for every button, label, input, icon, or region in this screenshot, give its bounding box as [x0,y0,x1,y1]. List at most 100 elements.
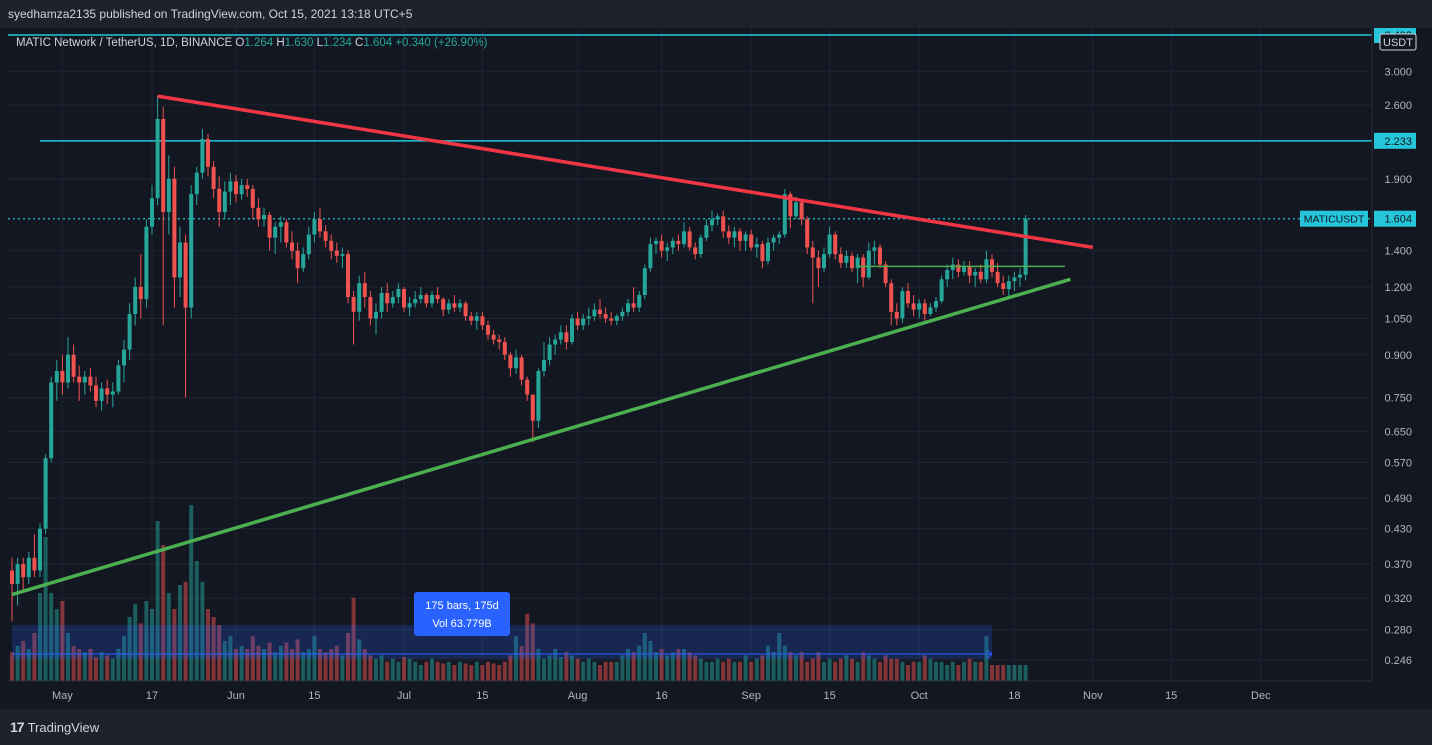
volume-bar [575,658,580,681]
volume-bar [133,604,138,681]
candle-body [704,225,709,238]
support-trendline [11,277,1071,597]
candle [754,237,759,258]
volume-bar [900,661,905,681]
volume-bar [474,661,479,681]
candle [54,360,59,401]
candle-body [542,360,546,372]
candle-body [990,259,994,272]
candle-body [570,318,574,343]
volume-bar [379,655,384,681]
volume-bar [973,661,978,681]
candle [211,160,216,199]
candle [71,344,76,383]
candle-body [592,309,597,317]
candlestick-chart[interactable]: 175 bars, 175d Vol 63.779B MATIC Network /… [0,28,1432,709]
candle [738,228,742,251]
candle [217,176,222,227]
candle-body [794,202,798,217]
candle-body [211,166,216,189]
candle [189,185,194,319]
candle [340,247,345,269]
volume-bar [150,609,154,681]
candle-body [10,570,14,584]
candle-body [228,181,233,192]
candle-body [200,139,205,173]
candle [267,212,272,251]
candle [150,185,154,235]
candle [329,234,334,260]
candle-body [726,231,731,238]
candle [390,290,395,308]
candle [413,290,418,308]
candle-body [222,191,227,213]
candle-body [60,371,65,383]
candle [312,212,317,243]
candle [458,299,462,312]
price-axis: 3.000 2.600 1.900 1.400 1.200 1.050 0.900 0.750… [1384,66,1412,667]
candle [474,311,479,330]
candle [642,264,647,300]
price-tick-label: 0.430 [1384,524,1412,536]
candle [306,226,311,260]
candle [385,283,390,312]
volume-bar [26,649,31,681]
volume-bar [250,636,255,681]
volume-bar [917,661,922,681]
volume-bar [183,581,188,681]
volume-bar [278,645,283,681]
price-tag-label: 2.233 [1384,136,1412,148]
candle [777,231,782,245]
legend-high-value: 1.630 [285,37,317,49]
candle [133,277,138,326]
volume-bar [390,658,395,681]
candle [116,360,121,395]
candle-body [519,357,524,380]
price-tick-label: 0.320 [1384,593,1412,605]
volume-bar [502,661,507,681]
candle [407,297,412,317]
volume-bar [878,661,882,681]
volume-bar [206,609,210,681]
candle-body [155,118,160,199]
time-tick-label: 15 [823,690,835,702]
candle-body [290,242,294,251]
volume-bar [553,649,558,681]
candle-body [984,259,989,280]
volume-bar [598,665,602,681]
volume-bar [334,645,339,681]
candle [665,242,670,262]
legend-symbol: MATIC Network / TetherUS, 1D, BINANCE [16,37,235,49]
candle [704,219,709,241]
candle [956,259,961,278]
volume-bar [749,661,754,681]
candle [670,237,675,255]
candle [906,283,910,308]
candle-body [413,299,418,304]
candle-body [508,354,513,369]
volume-bar [262,649,266,681]
volume-bar [312,636,317,681]
candle-body [122,349,126,366]
candle [598,299,602,319]
price-tick-label: 0.570 [1384,457,1412,469]
volume-bar [10,652,14,681]
candle [110,382,115,408]
candle-body [872,247,877,251]
volume-bar [827,658,832,681]
candle [525,376,530,401]
candle-body [267,214,272,238]
candle [239,178,244,200]
candle [732,226,737,248]
legend-close-value: 1.604 [363,37,395,49]
candle [749,229,754,251]
volume-bar [648,641,653,681]
volume-bar [374,658,378,681]
price-tag-label: 1.604 [1384,214,1412,226]
symbol-legend: MATIC Network / TetherUS, 1D, BINANCE O1… [16,37,488,49]
candle [379,287,384,319]
volume-bar [794,655,798,681]
tradingview-logo[interactable]: 17 TradingView [10,719,99,735]
candle [978,264,983,284]
volume-bar [542,658,546,681]
